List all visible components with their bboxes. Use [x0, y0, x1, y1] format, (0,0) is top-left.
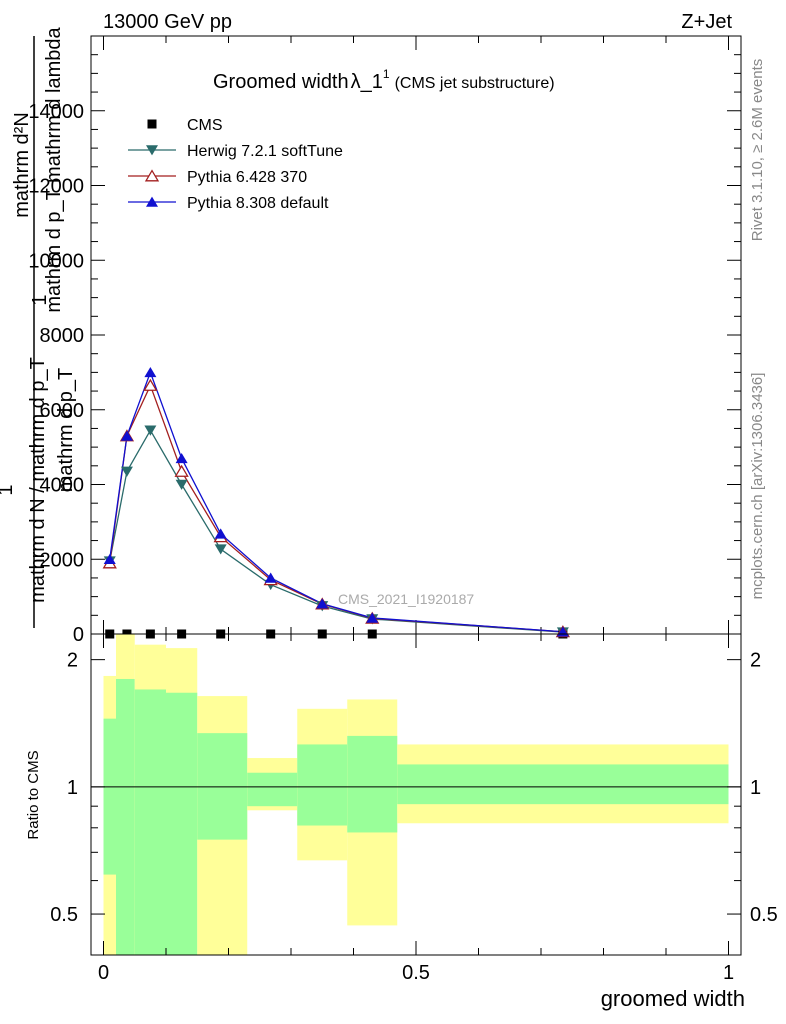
data-point-pythia-8-308-default — [144, 366, 157, 378]
data-point-pythia-8-308-default — [316, 598, 329, 609]
header-collision-label: 13000 GeV pp — [103, 11, 232, 33]
main-y-axis-label: 1 mathrm d²N mathrm d p_T mathrm d lambd… — [0, 26, 77, 628]
chart-title-sup: 1 — [383, 67, 390, 81]
main-y-tick-label: 8000 — [40, 325, 85, 347]
ratio-inner-band — [116, 678, 135, 955]
chart-title-symbol: λ_1 — [351, 71, 383, 93]
legend-marker-pythia-6-428-370 — [144, 169, 160, 182]
data-point-pythia-6-428-370 — [174, 464, 189, 477]
legend: CMS Herwig 7.2.1 softTune Pythia 6.428 370… — [128, 117, 343, 212]
ratio-inner-band — [247, 772, 298, 807]
ratio-inner-band — [166, 692, 198, 955]
chart-title-main: Groomed width — [213, 71, 349, 93]
data-point-pythia-8-308-default — [366, 612, 379, 623]
y-label-numerator: mathrm d²N — [11, 112, 33, 218]
data-point-herwig-7-2-1-softtune — [120, 466, 133, 477]
x-tick-label: 1 — [723, 962, 734, 984]
y-label-inner-denominator: mathrm d N / mathrm d p_T — [27, 357, 49, 603]
ratio-y-tick-label-right: 1 — [750, 777, 761, 799]
x-axis-label: groomed width — [601, 986, 745, 1011]
legend-marker-herwig-7-2-1-softtune — [146, 145, 158, 156]
y-label-inner-dpt: mathrm d p_T — [55, 368, 77, 492]
ratio-y-tick-label-left: 2 — [67, 650, 78, 672]
ratio-axes: 0.5 0.5 1 1 2 2 0 0.5 1 — [50, 634, 778, 984]
y-label-denominator: mathrm d p_T mathrm d lambda — [43, 26, 65, 312]
main-y-tick-label: 12000 — [28, 176, 84, 198]
series-line-pythia-8-308-default — [109, 370, 563, 633]
ratio-inner-band — [134, 689, 166, 955]
header-process-label: Z+Jet — [681, 11, 732, 33]
data-point-herwig-7-2-1-softtune — [214, 544, 227, 555]
ratio-y-tick-label-right: 2 — [750, 650, 761, 672]
mcplots-reference-label: mcplots.cern.ch [arXiv:1306.3436] — [749, 373, 766, 600]
legend-marker-cms — [147, 119, 157, 129]
ratio-y-tick-label-left: 1 — [67, 777, 78, 799]
data-point-herwig-7-2-1-softtune — [144, 425, 157, 436]
main-y-axis: 0 2000 4000 6000 8000 10000 12000 14000 — [28, 35, 741, 646]
data-point-pythia-8-308-default — [120, 430, 133, 441]
main-y-tick-label: 6000 — [40, 400, 85, 422]
data-point-herwig-7-2-1-softtune — [175, 479, 188, 490]
ratio-y-tick-label-left: 0.5 — [50, 904, 78, 926]
data-point-pythia-6-428-370 — [143, 378, 158, 391]
main-series-lines — [109, 370, 563, 633]
legend-label-pythia-8-308-default: Pythia 8.308 default — [187, 195, 329, 212]
rivet-version-label: Rivet 3.1.10, ≥ 2.6M events — [749, 59, 766, 242]
analysis-watermark: CMS_2021_I1920187 — [338, 591, 474, 607]
ratio-inner-band — [397, 764, 729, 805]
ratio-uncertainty-bands — [103, 634, 729, 955]
ratio-inner-band — [347, 735, 398, 833]
y-label-outer-numerator: 1 — [29, 294, 51, 305]
data-point-pythia-8-308-default — [214, 528, 227, 539]
data-point-pythia-8-308-default — [264, 572, 277, 583]
main-y-tick-label: 4000 — [40, 475, 85, 497]
ratio-y-axis-label: Ratio to CMS — [25, 750, 42, 839]
chart-title-suffix: (CMS jet substructure) — [395, 75, 555, 92]
main-y-tick-label: 10000 — [28, 250, 84, 272]
chart-title: Groomed width λ_11 (CMS jet substructure) — [213, 67, 555, 93]
main-series-markers — [102, 366, 571, 639]
y-label-one: 1 — [0, 484, 17, 495]
legend-label-herwig-7-2-1-softtune: Herwig 7.2.1 softTune — [187, 143, 343, 160]
main-y-tick-label: 0 — [73, 624, 84, 646]
data-point-pythia-8-308-default — [103, 553, 116, 565]
ratio-inner-band — [297, 744, 348, 826]
ratio-y-tick-label-right: 0.5 — [750, 904, 778, 926]
legend-label-cms: CMS — [187, 117, 223, 134]
data-point-pythia-8-308-default — [175, 452, 188, 464]
x-tick-label: 0.5 — [402, 962, 430, 984]
main-y-tick-label: 2000 — [40, 549, 85, 571]
legend-label-pythia-6-428-370: Pythia 6.428 370 — [187, 169, 307, 186]
legend-marker-pythia-8-308-default — [146, 196, 158, 207]
main-y-tick-label: 14000 — [28, 101, 84, 123]
x-tick-label: 0 — [98, 962, 109, 984]
ratio-inner-band — [103, 718, 116, 875]
series-line-pythia-6-428-370 — [109, 383, 563, 633]
